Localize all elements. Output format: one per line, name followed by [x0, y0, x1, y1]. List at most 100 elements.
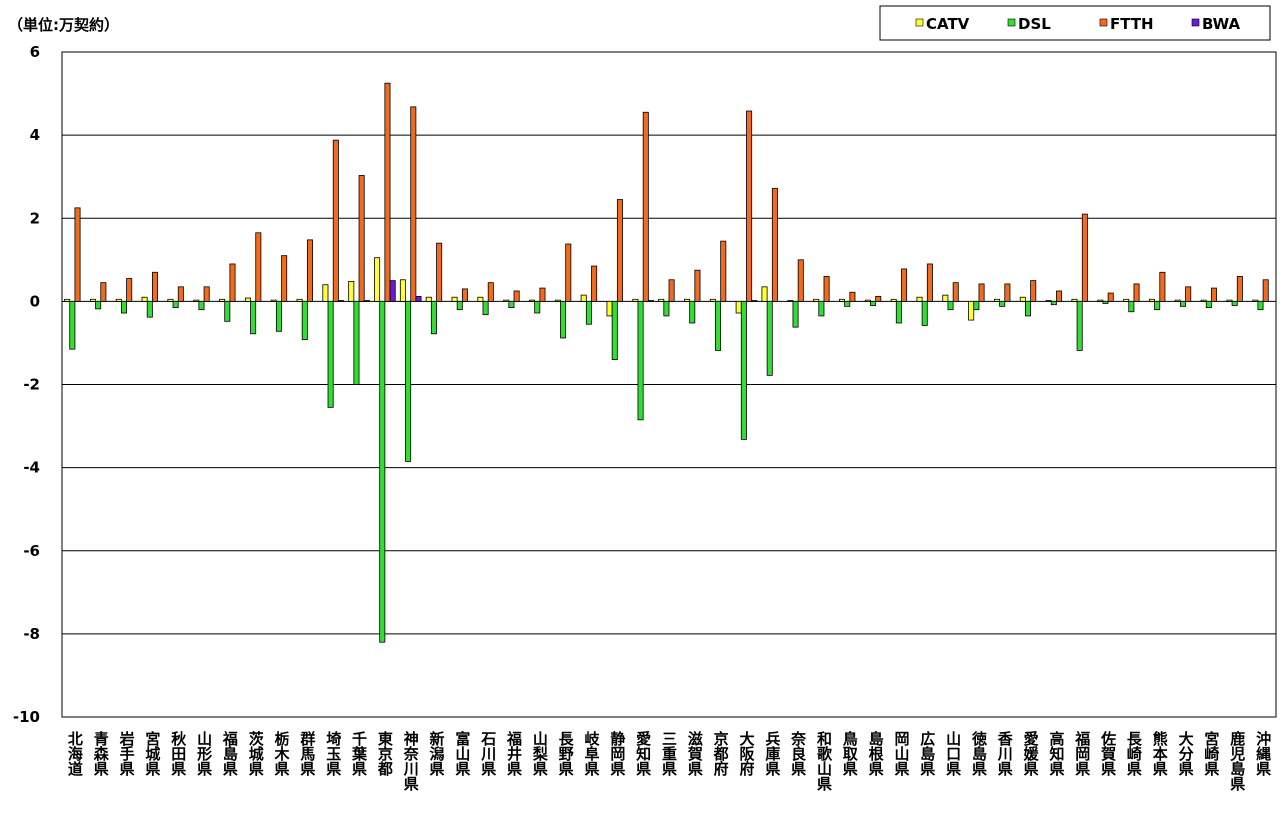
x-tick-label: 石川県 — [479, 731, 497, 777]
bar — [761, 286, 768, 302]
legend-label: DSL — [1018, 15, 1051, 33]
bar — [921, 300, 928, 326]
y-tick-label: 4 — [30, 126, 40, 144]
plot-frame — [61, 51, 1277, 718]
bar — [348, 281, 355, 302]
bar — [668, 279, 675, 302]
bar — [1133, 283, 1140, 302]
bar — [849, 291, 856, 302]
legend-box — [879, 5, 1271, 41]
bar — [89, 298, 96, 302]
bar — [487, 282, 494, 302]
bar — [844, 300, 851, 307]
bar — [1025, 300, 1032, 317]
x-tick-label: 宮崎県 — [1202, 730, 1220, 777]
x-tick-label: 岩手県 — [118, 730, 136, 777]
bar — [632, 298, 639, 302]
bar — [689, 300, 696, 324]
bar — [508, 300, 515, 309]
x-tick-label: 岐阜県 — [583, 730, 601, 777]
x-tick-label: 大分県 — [1177, 730, 1195, 777]
bar — [1262, 279, 1269, 302]
x-tick-label: 山口県 — [944, 731, 962, 777]
bar — [461, 288, 468, 302]
bar — [503, 299, 510, 302]
bar — [565, 243, 572, 302]
y-tick-label: -2 — [23, 376, 40, 394]
bar — [1097, 299, 1104, 302]
x-tick-label: 鳥取県 — [841, 730, 859, 777]
bar — [1154, 300, 1161, 311]
bar — [658, 298, 665, 302]
x-tick-label: 徳島県 — [970, 730, 988, 777]
bar — [839, 298, 846, 302]
x-tick-label: 高知県 — [1047, 730, 1065, 777]
bar — [1102, 300, 1109, 304]
bar — [591, 265, 598, 302]
bar — [1107, 292, 1114, 302]
bar — [203, 286, 210, 302]
y-tick-label: -8 — [23, 625, 40, 643]
bar — [870, 300, 877, 306]
x-tick-label: 栃木県 — [273, 730, 291, 777]
bar — [978, 283, 985, 302]
x-tick-label: 富山県 — [453, 730, 471, 777]
bar — [813, 298, 820, 302]
bar — [797, 259, 804, 302]
bar — [1252, 299, 1259, 302]
bar — [1159, 271, 1166, 302]
bar — [327, 300, 334, 408]
bar — [358, 175, 365, 302]
bar — [95, 300, 102, 310]
bar — [554, 299, 561, 302]
bar — [1045, 300, 1052, 302]
bar — [451, 296, 458, 302]
bar — [477, 296, 484, 302]
x-tick-label: 埼玉県 — [324, 731, 342, 777]
bar — [1148, 298, 1155, 302]
bar — [374, 257, 381, 302]
bar — [198, 300, 205, 311]
bar — [120, 300, 127, 314]
bar — [1030, 280, 1037, 302]
y-tick-label: -10 — [13, 708, 40, 726]
bar — [219, 298, 226, 302]
legend-swatch — [915, 18, 924, 27]
bar — [1211, 287, 1218, 302]
bar — [74, 207, 81, 302]
x-tick-label: 香川県 — [996, 730, 1014, 777]
x-tick-label: 愛媛県 — [1022, 730, 1040, 777]
bar — [152, 271, 159, 302]
bar — [787, 300, 794, 302]
bar — [353, 300, 360, 385]
bar — [916, 296, 923, 302]
bar — [1200, 299, 1207, 302]
legend-swatch — [1099, 18, 1108, 27]
x-tick-label: 沖縄県 — [1254, 730, 1272, 777]
bar — [901, 268, 908, 302]
bar — [1056, 290, 1063, 302]
bar — [735, 300, 742, 314]
x-tick-label: 東京都 — [376, 730, 394, 777]
legend-label: BWA — [1202, 15, 1240, 33]
x-tick-label: 秋田県 — [169, 730, 187, 777]
legend-label: FTTH — [1110, 15, 1154, 33]
bar — [244, 297, 251, 302]
bar — [942, 294, 949, 302]
bar — [1081, 213, 1088, 302]
bar — [193, 299, 200, 302]
bar — [947, 300, 954, 311]
bar — [338, 300, 345, 302]
bar — [172, 300, 179, 309]
x-tick-label: 福島県 — [221, 730, 239, 777]
bar — [616, 199, 623, 302]
x-tick-label: 和歌山県 — [815, 731, 833, 792]
bar — [715, 300, 722, 351]
bar — [405, 300, 412, 462]
unit-label: （単位:万契約） — [8, 16, 119, 34]
x-tick-label: 島根県 — [867, 730, 885, 777]
bar — [606, 300, 613, 317]
bar — [436, 242, 443, 302]
bar — [560, 300, 567, 339]
x-tick-label: 鹿児島県 — [1228, 730, 1246, 792]
